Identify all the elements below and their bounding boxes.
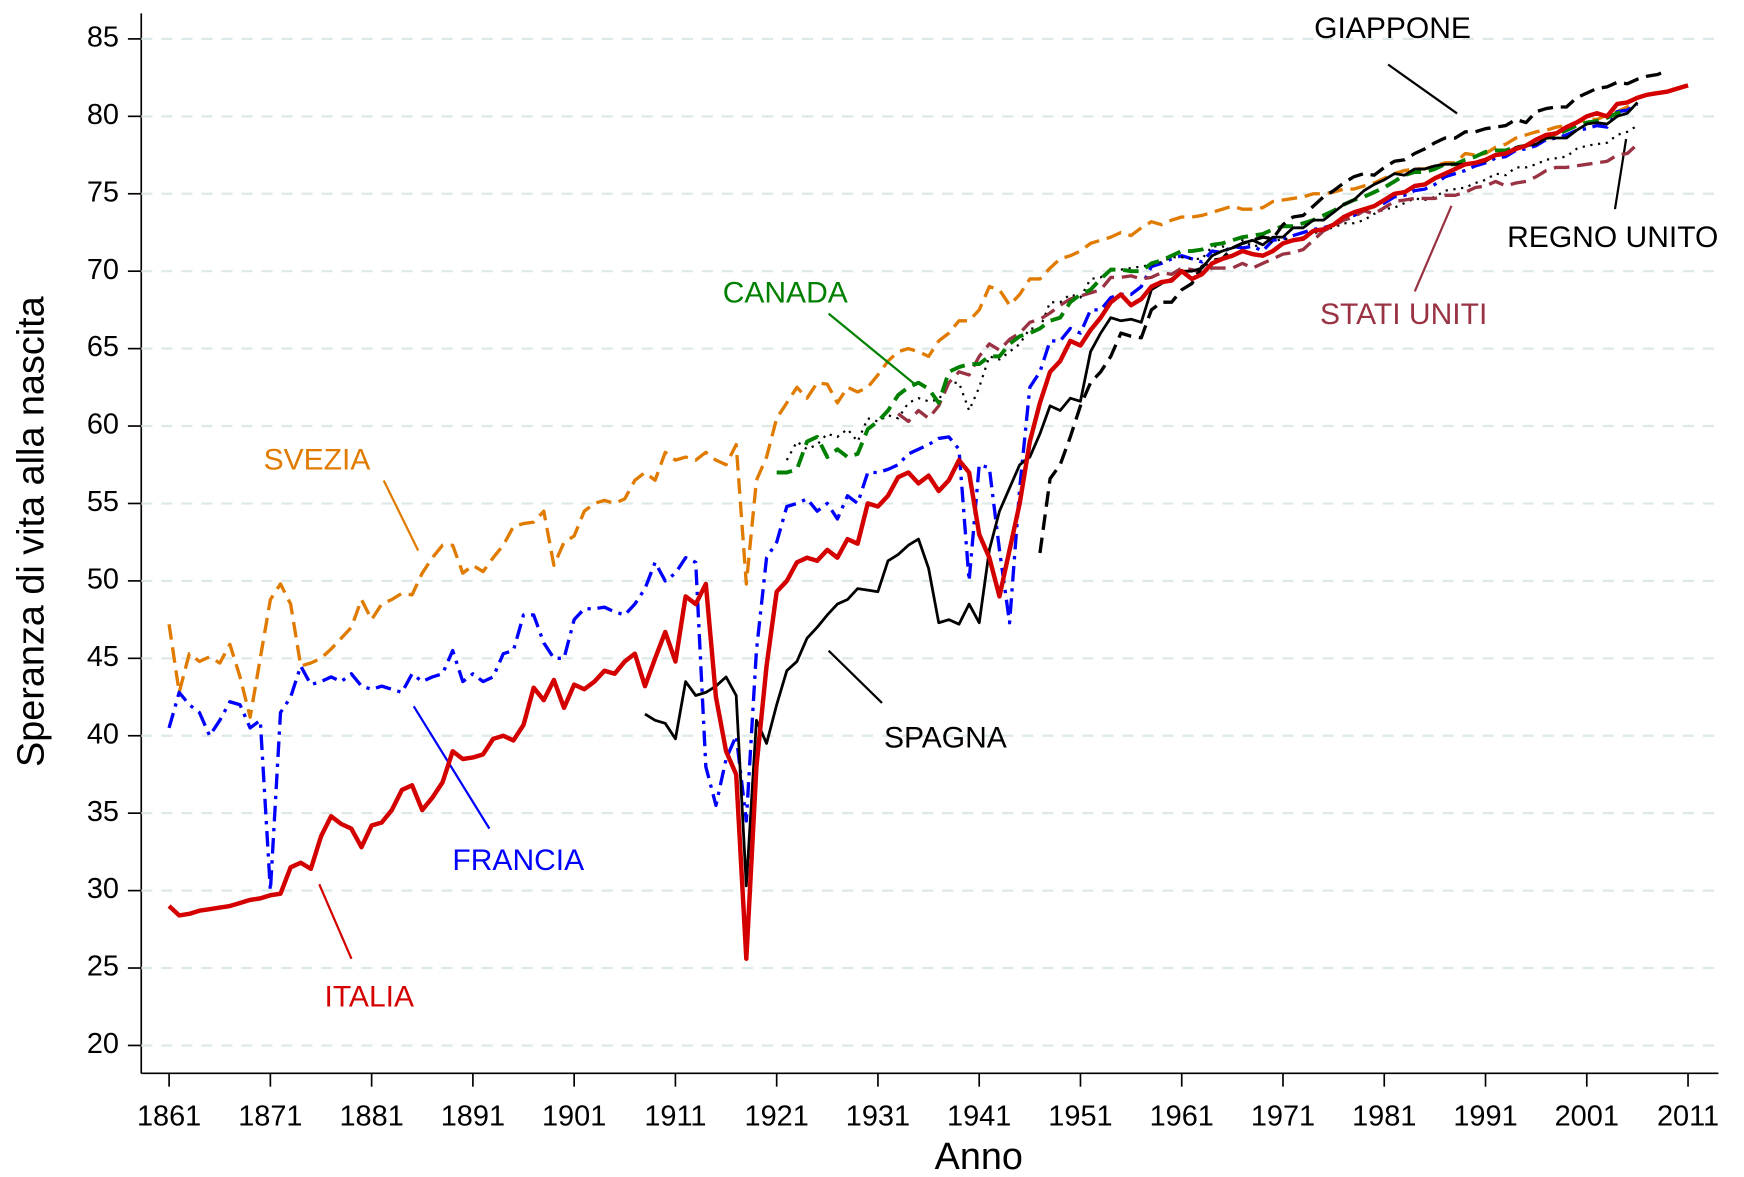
label-leader — [382, 480, 420, 552]
series-label: GIAPPONE — [1314, 12, 1471, 45]
y-tick-label: 50 — [87, 564, 119, 596]
series-line — [776, 108, 1628, 475]
x-tick-label: 1971 — [1251, 1100, 1315, 1132]
x-tick-label: 1981 — [1352, 1100, 1416, 1132]
label-leader — [318, 883, 353, 960]
y-tick-label: 75 — [87, 176, 119, 208]
x-tick-label: 1931 — [846, 1100, 910, 1132]
y-tick-label: 35 — [87, 796, 119, 828]
series-label: ITALIA — [324, 981, 414, 1014]
x-tick-label: 1881 — [339, 1100, 403, 1132]
y-tick-label: 80 — [87, 99, 119, 131]
y-tick-label: 60 — [87, 409, 119, 441]
x-tick-label: 2001 — [1555, 1100, 1619, 1132]
series-label: CANADA — [723, 277, 848, 310]
label-leader — [1413, 205, 1453, 292]
series-label: SVEZIA — [264, 444, 371, 477]
x-tick-label: 1941 — [947, 1100, 1011, 1132]
series-label: SPAGNA — [884, 722, 1007, 755]
x-tick-label: 1861 — [137, 1100, 201, 1132]
y-axis-title: Speranza di vita alla nascita — [10, 295, 52, 767]
series-line — [167, 102, 1639, 893]
y-tick-label: 45 — [87, 641, 119, 673]
series-line — [785, 124, 1639, 461]
series-line — [167, 102, 1638, 719]
x-tick-label: 1911 — [644, 1100, 706, 1132]
x-tick-label: 1901 — [542, 1100, 606, 1132]
y-tick-label: 40 — [87, 718, 119, 750]
x-tick-label: 1871 — [238, 1100, 302, 1132]
x-axis-title: Anno — [935, 1136, 1023, 1177]
series-label: FRANCIA — [452, 844, 584, 877]
series-line — [167, 83, 1689, 961]
label-leader — [1387, 63, 1458, 115]
y-tick-label: 55 — [87, 486, 119, 518]
series-line — [644, 101, 1639, 888]
label-leader — [827, 312, 915, 385]
x-tick-label: 1891 — [441, 1100, 505, 1132]
x-tick-label: 2011 — [1657, 1100, 1719, 1132]
y-tick-label: 65 — [87, 331, 119, 363]
label-leader — [412, 705, 491, 830]
series-label: REGNO UNITO — [1507, 221, 1718, 254]
x-tick-label: 1951 — [1048, 1100, 1112, 1132]
y-tick-label: 20 — [87, 1028, 119, 1060]
label-leader — [1613, 138, 1628, 210]
label-leader — [827, 649, 883, 704]
y-tick-label: 85 — [87, 22, 119, 54]
x-tick-label: 1961 — [1150, 1100, 1214, 1132]
series-line — [1038, 68, 1669, 554]
x-tick-label: 1921 — [745, 1100, 809, 1132]
series-label: STATI UNITI — [1320, 298, 1487, 331]
series-line — [897, 142, 1639, 424]
x-tick-label: 1991 — [1453, 1100, 1517, 1132]
y-tick-label: 70 — [87, 254, 119, 286]
y-tick-label: 30 — [87, 873, 119, 905]
y-tick-label: 25 — [87, 951, 119, 983]
